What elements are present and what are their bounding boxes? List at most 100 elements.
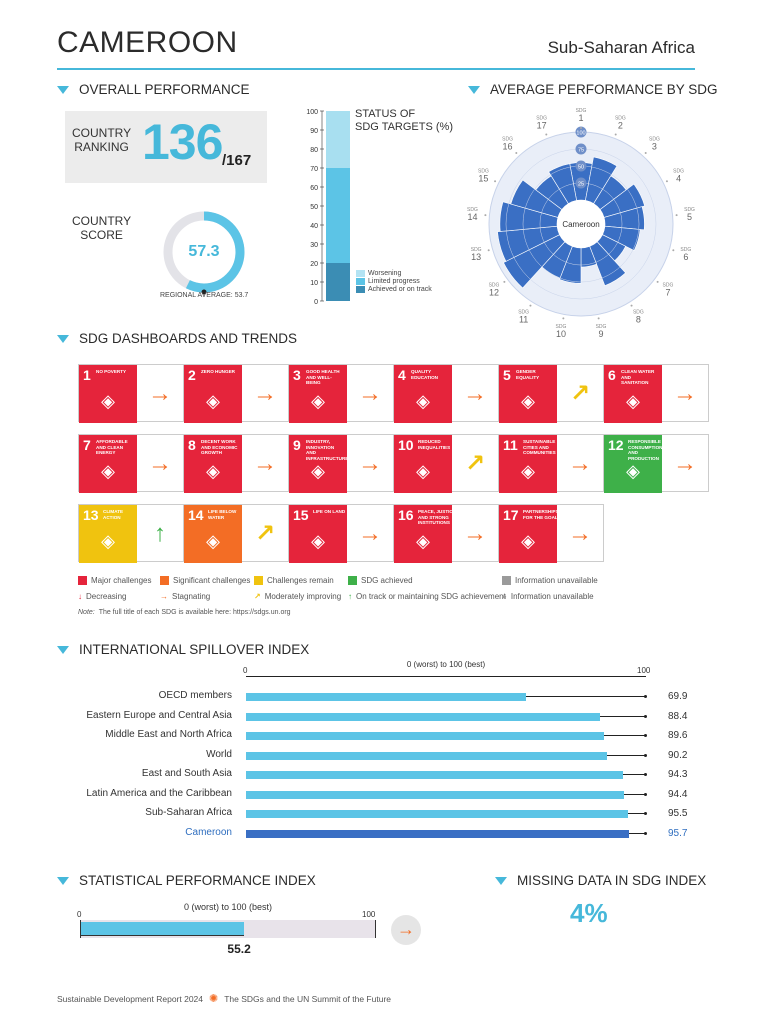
radial-sdg-prefix: SDG: [536, 115, 547, 121]
sdg-name: Reduced inequalities: [418, 439, 451, 450]
radial-ring-label: 25: [578, 181, 584, 187]
radial-sdg-number: 8: [636, 315, 641, 325]
spillover-category-label: Eastern Europe and Central Asia: [86, 709, 232, 721]
sdg-tile-10[interactable]: 10 Reduced inequalities ◈ ↗: [393, 434, 499, 493]
radial-sdg-number: 9: [599, 329, 604, 339]
sdg-number: 2: [188, 367, 196, 383]
sdg-number: 10: [398, 437, 414, 453]
sdg-pictogram-icon: ◈: [521, 391, 535, 411]
sdg-tile-12[interactable]: 12 Responsible consumption and production…: [603, 434, 709, 493]
sdg-icon-5: 5 Gender equality ◈: [499, 365, 557, 423]
spillover-value-label: 94.4: [668, 788, 688, 800]
missing-data-value: 4%: [570, 898, 608, 928]
status-tick-label: 0: [314, 299, 318, 306]
sdg-icon-7: 7 Affordable and clean energy ◈: [79, 435, 137, 493]
sdg-number: 15: [293, 507, 309, 523]
sdg-wheel-icon: ✺: [209, 993, 219, 1005]
radial-sdg-number: 2: [618, 120, 623, 130]
radial-ring-label: 50: [578, 164, 584, 170]
radial-sdg-prefix: SDG: [471, 247, 482, 253]
sdg-icon-9: 9 Industry, innovation and infrastructure…: [289, 435, 349, 493]
radial-center-label: Cameroon: [562, 220, 599, 229]
sdg-tile-13[interactable]: 13 Climate action ◈ ↑: [78, 504, 184, 563]
spillover-tick-min: 0: [243, 666, 248, 675]
sdg-tile-11[interactable]: 11 Sustainable cities and communities ◈ →: [498, 434, 604, 493]
sdg-icon-1: 1 No poverty ◈: [79, 365, 137, 423]
sdg-name: Industry, innovation and infrastructure: [306, 439, 349, 461]
sdg-tile-8[interactable]: 8 Decent work and economic growth ◈ →: [183, 434, 289, 493]
status-tick-label: 30: [310, 242, 318, 249]
spi-tick-min: 0: [77, 910, 82, 919]
sdg-tile-14[interactable]: 14 Life below water ◈ ↗: [183, 504, 289, 563]
sdg-pictogram-icon: ◈: [206, 461, 220, 481]
dashboard-legend: Major challenges Significant challenges …: [78, 576, 698, 616]
radial-tick-dot: [484, 214, 487, 217]
spillover-category-label: Cameroon: [185, 826, 232, 838]
radial-sdg-number: 11: [519, 315, 528, 325]
sdg-trend-arrow-icon: →: [148, 380, 172, 407]
sdg-number: 6: [608, 367, 616, 383]
radial-sdg-number: 13: [471, 252, 481, 262]
region-title: Sub-Saharan Africa: [547, 38, 695, 57]
status-legend: Worsening Limited progress Achieved or o…: [356, 270, 432, 293]
ranking-total: /167: [222, 152, 252, 169]
radial-tick-dot: [529, 304, 532, 307]
sdg-icon-8: 8 Decent work and economic growth ◈: [184, 435, 242, 493]
regional-average-marker: [201, 289, 207, 295]
spillover-gap-line: [606, 754, 646, 756]
sdg-icon-3: 3 Good health and well-being ◈: [289, 365, 347, 423]
spillover-bar: [246, 790, 624, 799]
sdg-trend-arrow-icon: →: [673, 450, 697, 477]
radial-tick-dot: [494, 180, 497, 183]
sdg-number: 8: [188, 437, 196, 453]
sdg-icon-17: 17 Partnerships for the goals ◈: [499, 505, 561, 563]
sdg-tile-3[interactable]: 3 Good health and well-being ◈ →: [288, 364, 394, 423]
radial-sdg-prefix: SDG: [649, 136, 660, 142]
sdg-tile-4[interactable]: 4 Quality education ◈ →: [393, 364, 499, 423]
spillover-gap-line: [599, 715, 646, 717]
sdg-trend-arrow-icon: →: [463, 380, 487, 407]
spi-tick-max: 100: [362, 910, 376, 919]
spi-value: 55.2: [227, 942, 251, 956]
sdg-number: 17: [503, 507, 519, 523]
sdg-pictogram-icon: ◈: [101, 461, 115, 481]
spi-trend-arrow-icon: →: [391, 915, 421, 945]
legend-unavailable-trend: ● Information unavailable: [502, 592, 594, 601]
spi-fill: [81, 922, 245, 936]
sdg-trend-arrow-icon: ↗: [464, 450, 486, 477]
score-gauge-fill: [163, 211, 245, 293]
spillover-category-label: OECD members: [158, 690, 232, 701]
sdg-tile-2[interactable]: 2 Zero hunger ◈ →: [183, 364, 289, 423]
sdg-trend-arrow-icon: →: [148, 450, 172, 477]
radial-tick-dot: [665, 180, 668, 183]
triangle-icon: [57, 334, 69, 343]
sdg-name: Gender equality: [516, 369, 540, 380]
radial-ring-badge: [575, 177, 587, 189]
sdg-tile-9[interactable]: 9 Industry, innovation and infrastructure…: [288, 434, 394, 493]
spillover-gap-line: [628, 832, 646, 834]
triangle-icon: [468, 85, 480, 94]
radial-tick-dot: [515, 152, 518, 155]
sdg-tile-1[interactable]: 1 No poverty ◈ →: [78, 364, 184, 423]
spillover-category-label: World: [206, 748, 232, 760]
radial-sdg-number: 7: [665, 288, 670, 298]
section-statistical-performance: STATISTICAL PERFORMANCE INDEX: [57, 873, 316, 888]
spillover-tick-max: 100: [637, 666, 651, 675]
sdg-tile-17[interactable]: 17 Partnerships for the goals ◈ →: [498, 504, 604, 563]
radial-ring-badge: [575, 126, 587, 138]
radial-sdg-number: 5: [687, 212, 692, 222]
sdg-number: 5: [503, 367, 511, 383]
sdg-name: Responsible consumption and production: [628, 439, 663, 461]
radial-ring-badge: [575, 143, 587, 155]
sdg-tile-6[interactable]: 6 Clean water and sanitation ◈ →: [603, 364, 709, 423]
sdg-tile-16[interactable]: 16 Peace, justice and strong institutions…: [393, 504, 499, 563]
sdg-trend-arrow-icon: →: [568, 520, 592, 547]
sdg-name: Clean water and sanitation: [621, 369, 655, 385]
sdg-trend-arrow-icon: →: [673, 380, 697, 407]
sdg-tile-7[interactable]: 7 Affordable and clean energy ◈ →: [78, 434, 184, 493]
sdg-tile-5[interactable]: 5 Gender equality ◈ ↗: [498, 364, 604, 423]
radial-sdg-number: 15: [478, 173, 488, 183]
sdg-tile-15[interactable]: 15 Life on land ◈ →: [288, 504, 394, 563]
spillover-axis-line: [246, 676, 646, 677]
sdg-pictogram-icon: ◈: [311, 391, 325, 411]
